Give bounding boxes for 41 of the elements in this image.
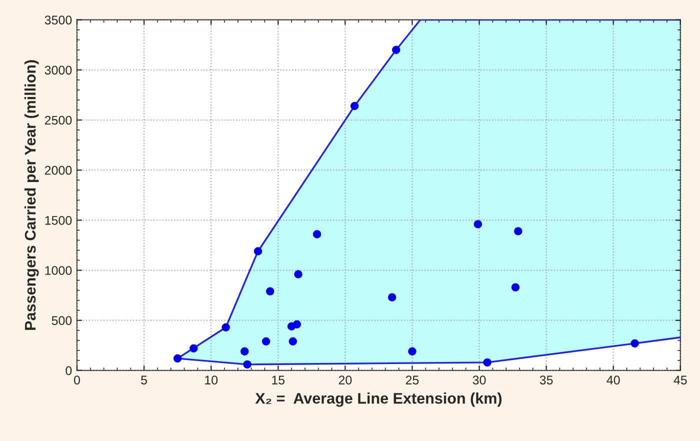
y-tick-label: 3000 <box>44 66 72 75</box>
x-tick-label: 0 <box>74 376 80 384</box>
x-tick-label: 35 <box>540 376 553 384</box>
y-tick-label: 1500 <box>45 216 72 225</box>
point <box>254 247 262 256</box>
x-tick-label: 15 <box>272 376 285 384</box>
point <box>388 293 396 302</box>
point <box>190 344 198 353</box>
point <box>408 347 416 356</box>
point <box>630 339 639 348</box>
x-tick-label: 45 <box>674 376 687 384</box>
y-tick-label: 0 <box>66 366 72 376</box>
x-axis-title: X₂ = Average Line Extension (km) <box>255 392 502 407</box>
y-tick-label: 500 <box>52 316 72 326</box>
y-tick-label: 3500 <box>44 16 72 24</box>
y-tick-label: 2500 <box>44 116 72 125</box>
point <box>514 227 522 236</box>
point <box>173 354 182 363</box>
point <box>288 337 297 346</box>
point <box>392 46 400 54</box>
x-tick-label: 40 <box>606 376 620 384</box>
point <box>222 323 230 332</box>
x-tick-label: 20 <box>338 376 352 384</box>
point <box>294 270 302 278</box>
y-axis-title: Passengers Carried per Year (million) <box>24 60 39 330</box>
point <box>511 283 520 292</box>
point <box>350 102 359 110</box>
y-tick-label: 1000 <box>45 266 72 275</box>
point <box>312 230 322 238</box>
x-tick-label: 25 <box>406 376 419 384</box>
point <box>262 337 270 346</box>
y-tick-label: 2000 <box>44 166 72 175</box>
point <box>292 320 302 328</box>
point <box>243 360 252 369</box>
x-tick-label: 30 <box>472 376 486 384</box>
x-tick-label: 10 <box>205 376 218 384</box>
point <box>240 347 249 356</box>
point <box>483 358 492 367</box>
point <box>266 287 274 296</box>
x-tick-label: 5 <box>141 376 147 384</box>
point <box>474 220 482 228</box>
